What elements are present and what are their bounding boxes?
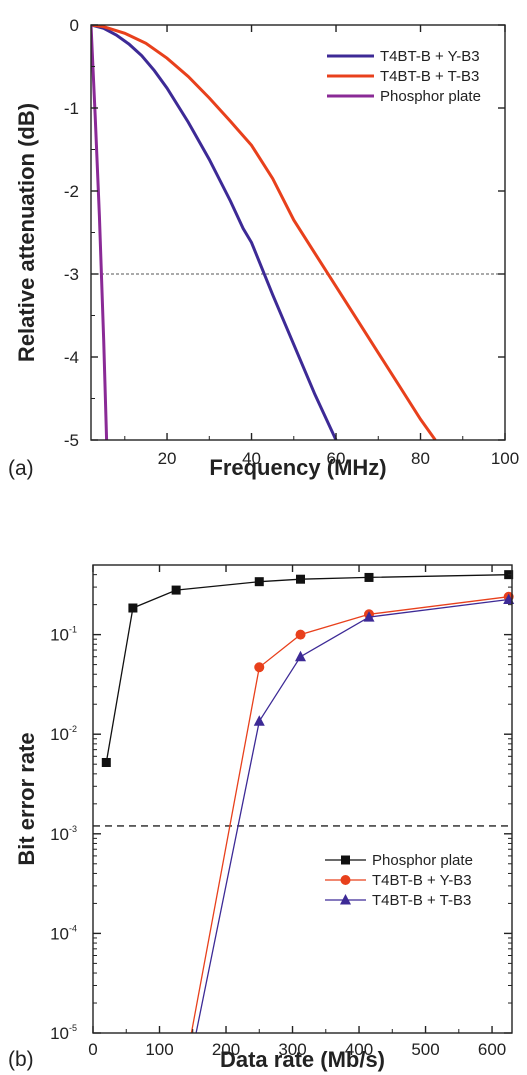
panel-b-y-tick-exponent: -4 <box>69 923 77 933</box>
panel-b-x-tick-label: 300 <box>278 1040 306 1059</box>
panel-b-y-tick-exponent: -3 <box>69 824 77 834</box>
panel-a-series-2-line <box>91 25 109 440</box>
panel-a-letter: (a) <box>8 457 34 480</box>
panel-b-x-tick-label: 0 <box>88 1040 97 1059</box>
panel-b-legend-label: Phosphor plate <box>372 852 473 869</box>
panel-b-series-0-point <box>101 757 111 767</box>
panel-a-y-tick-label: -2 <box>64 182 79 201</box>
panel-b-y-tick-base: 10 <box>50 825 69 844</box>
panel-a-y-tick-label: -5 <box>64 431 79 450</box>
panel-a-x-tick-label: 40 <box>242 449 261 468</box>
panel-b-y-tick-base: 10 <box>50 924 69 943</box>
panel-b-y-tick-exponent: -2 <box>69 724 77 734</box>
panel-b-y-tick-base: 10 <box>50 1024 69 1043</box>
panel-a-y-tick-label: 0 <box>70 16 79 35</box>
panel-a-x-tick-label: 100 <box>491 449 519 468</box>
panel-b-legend-swatch-marker <box>340 875 351 885</box>
panel-b-y-tick-label: 10-2 <box>50 724 77 744</box>
panel-b-y-tick-label: 10-4 <box>50 923 77 943</box>
panel-b-series-2-point <box>363 611 375 622</box>
panel-a-x-tick-label: 80 <box>411 449 430 468</box>
panel-b-series-2-line <box>195 598 509 1033</box>
panel-a-y-tick-label: -4 <box>64 348 79 367</box>
panel-b-y-tick-label: 10-5 <box>50 1023 77 1043</box>
panel-b-legend-swatch-marker <box>340 894 351 905</box>
panel-a-legend-label: T4BT-B + T-B3 <box>380 68 479 85</box>
panel-b-y-tick-base: 10 <box>50 725 69 744</box>
panel-b-series-0-point <box>364 572 374 582</box>
panel-a-y-tick-label: -3 <box>64 265 79 284</box>
panel-b-y-tick-base: 10 <box>50 626 69 645</box>
panel-a: 20 40 60 80 100 0 -1 -2 -3 -4 -5 T4BT-B + Y-B3 T4BT-… <box>8 16 519 480</box>
panel-b-y-tick-label: 10-1 <box>50 625 77 645</box>
panel-b-series-1-point <box>254 662 265 673</box>
panel-b-series-0-line <box>105 574 509 763</box>
panel-b-y-tick-exponent: -5 <box>69 1023 77 1033</box>
panel-a-plot-area: 20 40 60 80 100 0 -1 -2 -3 -4 -5 T4BT-B + Y-B3 T4BT-… <box>64 16 519 468</box>
panel-b-x-tick-label: 200 <box>212 1040 240 1059</box>
panel-b-series-0-point <box>296 574 306 584</box>
panel-b-legend-label: T4BT-B + T-B3 <box>372 892 471 909</box>
panel-a-x-tick-label: 20 <box>158 449 177 468</box>
panel-a-y-axis-label: Relative attenuation (dB) <box>14 103 39 362</box>
panel-a-legend-label: T4BT-B + Y-B3 <box>380 48 480 65</box>
panel-b-frame <box>92 564 513 1034</box>
panel-a-series-1-line <box>91 25 437 440</box>
panel-b-x-axis-label: Data rate (Mb/s) <box>220 1047 385 1072</box>
panel-b-x-tick-label: 400 <box>345 1040 373 1059</box>
panel-b-x-tick-label: 600 <box>478 1040 506 1059</box>
panel-b-series-0-point <box>171 585 181 595</box>
panel-b-series-2-point <box>253 715 265 726</box>
panel-b-y-axis-label: Bit error rate <box>14 732 39 865</box>
panel-b-series-1-line <box>190 596 509 1033</box>
panel-a-legend-label: Phosphor plate <box>380 88 481 105</box>
panel-b-series-1-point <box>295 629 306 640</box>
panel-a-y-tick-label: -1 <box>64 99 79 118</box>
panel-a-x-tick-label: 60 <box>327 449 346 468</box>
panel-b-legend-swatch-marker <box>341 855 350 865</box>
panel-b-legend-label: T4BT-B + Y-B3 <box>372 872 472 889</box>
panel-b-x-tick-label: 500 <box>411 1040 439 1059</box>
panel-b-plot-area: 0 100 200 300 400 500 60010-510-410-310-210-1P… <box>50 564 515 1059</box>
panel-a-x-axis-label: Frequency (MHz) <box>209 455 386 480</box>
panel-b-letter: (b) <box>8 1048 34 1071</box>
panel-b-series-2-point <box>295 650 307 662</box>
panel-b: 0 100 200 300 400 500 60010-510-410-310-210-1P… <box>8 564 515 1072</box>
panel-a-series-0-line <box>91 25 338 440</box>
panel-b-series-0-point <box>128 603 138 613</box>
panel-b-y-tick-label: 10-3 <box>50 824 77 844</box>
panel-b-y-tick-exponent: -1 <box>69 625 77 635</box>
panel-b-series-0-point <box>254 577 264 587</box>
panel-b-x-tick-label: 100 <box>145 1040 173 1059</box>
